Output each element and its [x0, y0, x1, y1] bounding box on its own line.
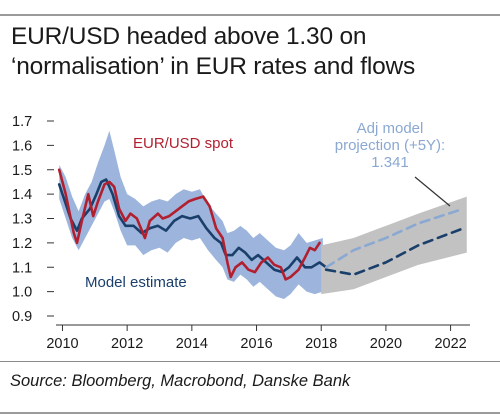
model-series-line [57, 178, 328, 274]
y-tick-label: 1.3 [12, 212, 32, 228]
adj-projection-label: Adj model projection (+5Y): 1.341 [335, 120, 445, 171]
top-rule [0, 14, 500, 16]
spot-series-label: EUR/USD spot [133, 135, 234, 152]
x-tick-label: 2022 [434, 336, 466, 352]
adj-projection-label-line: projection (+5Y): [335, 137, 445, 154]
chart-title: EUR/USD headed above 1.30 on ‘normalisat… [11, 22, 491, 82]
y-tick-label: 0.9 [12, 309, 32, 325]
line-chart: 0.9 1.0 1.1 1.2 1.3 1.4 1.5 1.6 1.7 2010 2012 2014 2… [12, 114, 470, 352]
chart-title-line-2: ‘normalisation’ in EUR rates and flows [11, 53, 416, 80]
x-tick-label: 2020 [370, 336, 402, 352]
source-rule [0, 361, 500, 363]
x-tick-label: 2010 [46, 336, 78, 352]
x-tick-label: 2016 [240, 336, 272, 352]
x-tick-label: 2012 [111, 336, 143, 352]
y-tick-label: 1.0 [12, 285, 32, 301]
adj-projection-leader [414, 176, 451, 207]
x-tick-label: 2018 [305, 336, 337, 352]
y-tick-label: 1.1 [12, 260, 32, 276]
chart-title-line-1: EUR/USD headed above 1.30 on [11, 23, 367, 50]
x-tick-label: 2014 [176, 336, 208, 352]
adj-projection-label-line: Adj model [357, 120, 424, 137]
source-note: Source: Bloomberg, Macrobond, Danske Ban… [10, 372, 351, 390]
y-tick-label: 1.4 [12, 187, 32, 203]
y-tick-label: 1.6 [12, 138, 32, 154]
axes-layer: 0.9 1.0 1.1 1.2 1.3 1.4 1.5 1.6 1.7 2010 2012 2014 2… [12, 114, 470, 352]
bottom-rule [0, 412, 500, 414]
annotations-layer: EUR/USD spot Model estimate Adj model proje… [85, 120, 451, 291]
spot-series-line [57, 168, 321, 281]
model-series-label: Model estimate [85, 274, 187, 291]
y-tick-label: 1.7 [12, 114, 32, 130]
adj-projection-label-line: 1.341 [371, 154, 409, 171]
y-tick-label: 1.5 [12, 163, 32, 179]
projection-band [321, 196, 467, 295]
adj-projection-line [324, 207, 465, 269]
series-layer [57, 168, 465, 281]
model-projection-line [324, 227, 465, 276]
y-tick-label: 1.2 [12, 236, 32, 252]
